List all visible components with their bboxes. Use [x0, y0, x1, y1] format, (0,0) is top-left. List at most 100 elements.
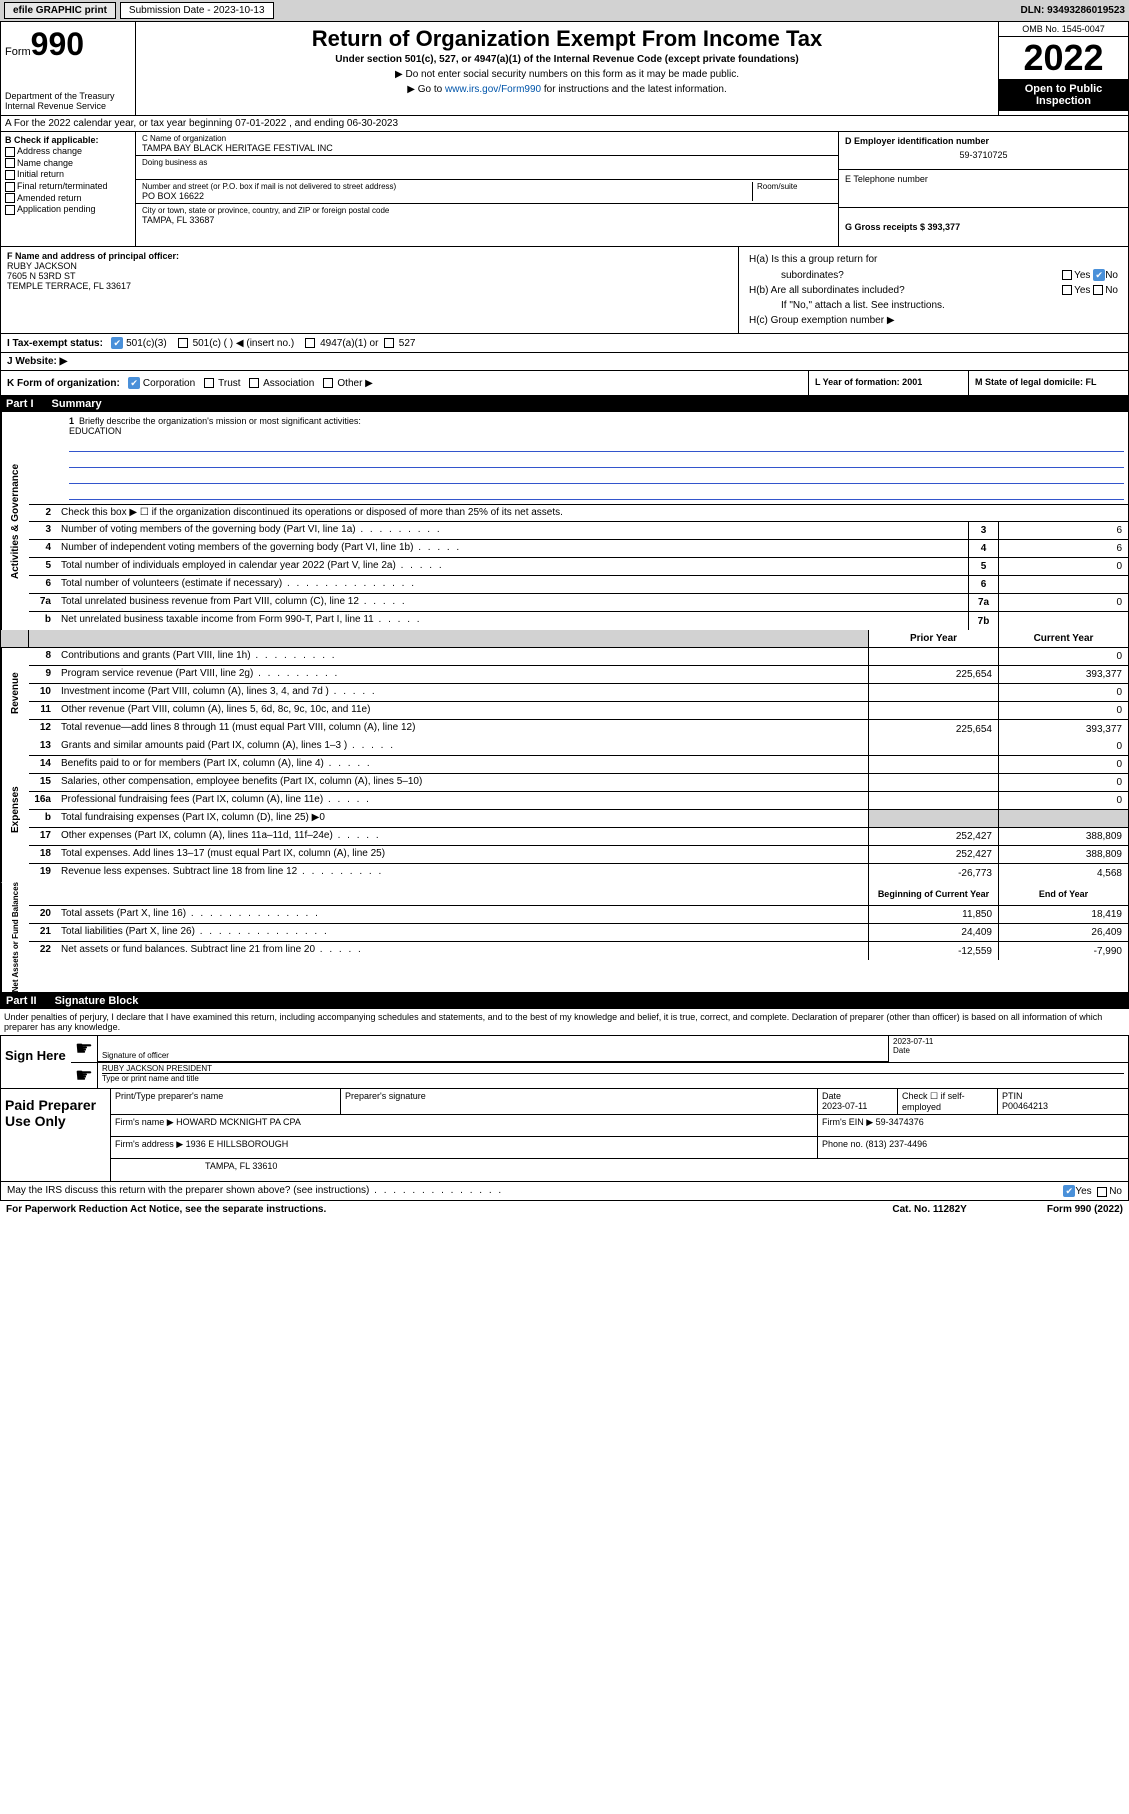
cb-initial-return[interactable]: [5, 170, 15, 180]
officer-name-title: RUBY JACKSON PRESIDENT: [102, 1064, 1124, 1073]
officer-addr2: TEMPLE TERRACE, FL 33617: [7, 281, 732, 291]
footer-mid: Cat. No. 11282Y: [892, 1204, 966, 1215]
line22: Net assets or fund balances. Subtract li…: [57, 942, 868, 960]
cb-4947[interactable]: [305, 338, 315, 348]
line17: Other expenses (Part IX, column (A), lin…: [57, 828, 868, 845]
line7b: Net unrelated business taxable income fr…: [57, 612, 968, 630]
ha-yes[interactable]: [1062, 270, 1072, 280]
line7b-val: [998, 612, 1128, 630]
prep-sig-label: Preparer's signature: [341, 1089, 818, 1114]
date-label: Date: [893, 1046, 1124, 1055]
line18: Total expenses. Add lines 13–17 (must eq…: [57, 846, 868, 863]
cb-may-no[interactable]: [1097, 1187, 1107, 1197]
line2: Check this box ▶ ☐ if the organization d…: [57, 505, 1128, 521]
cb-address-change[interactable]: [5, 147, 15, 157]
sign-here-block: Sign Here ☛ Signature of officer 2023-07…: [0, 1035, 1129, 1089]
cb-amended[interactable]: [5, 193, 15, 203]
side-net-assets: Net Assets or Fund Balances: [1, 882, 29, 992]
line3: Number of voting members of the governin…: [57, 522, 968, 539]
form-title: Return of Organization Exempt From Incom…: [140, 26, 994, 52]
header-right: OMB No. 1545-0047 2022 Open to Public In…: [998, 22, 1128, 115]
year-formation: L Year of formation: 2001: [808, 371, 968, 395]
cb-may-yes-checked[interactable]: ✔: [1063, 1185, 1075, 1197]
form-number: 990: [31, 26, 84, 62]
line19: Revenue less expenses. Subtract line 18 …: [57, 864, 868, 882]
officer-addr1: 7605 N 53RD ST: [7, 271, 732, 281]
col-current-year: Current Year: [998, 630, 1128, 647]
line14: Benefits paid to or for members (Part IX…: [57, 756, 868, 773]
sign-here-label: Sign Here: [1, 1036, 71, 1088]
paid-preparer-block: Paid Preparer Use Only Print/Type prepar…: [0, 1089, 1129, 1182]
ha-no-checked[interactable]: ✔: [1093, 269, 1105, 281]
addr-label: Number and street (or P.O. box if mail i…: [142, 182, 752, 191]
line8: Contributions and grants (Part VIII, lin…: [57, 648, 868, 665]
col-prior-year: Prior Year: [868, 630, 998, 647]
state-domicile: M State of legal domicile: FL: [968, 371, 1128, 395]
open-inspection: Open to Public Inspection: [999, 79, 1128, 111]
line6: Total number of volunteers (estimate if …: [57, 576, 968, 593]
line3-val: 6: [998, 522, 1128, 539]
summary-table: Activities & Governance 1 Briefly descri…: [0, 412, 1129, 993]
submission-date: Submission Date - 2023-10-13: [120, 2, 274, 19]
pointer-icon: ☛: [71, 1063, 97, 1088]
paid-preparer-label: Paid Preparer Use Only: [1, 1089, 111, 1181]
line5: Total number of individuals employed in …: [57, 558, 968, 575]
line15: Salaries, other compensation, employee b…: [57, 774, 868, 791]
cb-application-pending[interactable]: [5, 205, 15, 215]
footer-right: Form 990 (2022): [1047, 1204, 1123, 1215]
sig-intro: Under penalties of perjury, I declare th…: [0, 1009, 1129, 1035]
cb-final-return[interactable]: [5, 182, 15, 192]
col-d-e-g: D Employer identification number 59-3710…: [838, 132, 1128, 246]
omb-number: OMB No. 1545-0047: [999, 22, 1128, 37]
line20: Total assets (Part X, line 16): [57, 906, 868, 923]
line7a: Total unrelated business revenue from Pa…: [57, 594, 968, 611]
line10: Investment income (Part VIII, column (A)…: [57, 684, 868, 701]
form-note2: ▶ Go to www.irs.gov/Form990 for instruct…: [140, 84, 994, 95]
line5-val: 0: [998, 558, 1128, 575]
line9: Program service revenue (Part VIII, line…: [57, 666, 868, 683]
irs-link[interactable]: www.irs.gov/Form990: [445, 84, 541, 95]
hb-no[interactable]: [1093, 285, 1103, 295]
ein-value: 59-3710725: [845, 150, 1122, 160]
check-self-employed: Check ☐ if self-employed: [898, 1089, 998, 1114]
row-i-tax-status: I Tax-exempt status: ✔ 501(c)(3) 501(c) …: [0, 334, 1129, 353]
cb-corp-checked[interactable]: ✔: [128, 377, 140, 389]
dba-label: Doing business as: [142, 158, 832, 167]
line4: Number of independent voting members of …: [57, 540, 968, 557]
box-f-officer: F Name and address of principal officer:…: [1, 247, 738, 333]
room-label: Room/suite: [752, 182, 832, 201]
cb-assoc[interactable]: [249, 378, 259, 388]
cb-name-change[interactable]: [5, 158, 15, 168]
box-b-checkboxes: B Check if applicable: Address change Na…: [1, 132, 136, 246]
firm-phone: (813) 237-4496: [866, 1139, 928, 1149]
part1-header: Part ISummary: [0, 396, 1129, 412]
pointer-icon: ☛: [71, 1036, 97, 1062]
org-address: PO BOX 16622: [142, 191, 752, 201]
dln-label: DLN: 93493286019523: [1020, 5, 1125, 16]
col-eoy: End of Year: [998, 882, 1128, 905]
firm-addr2: TAMPA, FL 33610: [111, 1159, 1128, 1181]
sig-date: 2023-07-11: [893, 1037, 1124, 1046]
line13: Grants and similar amounts paid (Part IX…: [57, 738, 868, 755]
cb-501c[interactable]: [178, 338, 188, 348]
officer-name: RUBY JACKSON: [7, 261, 732, 271]
row-k-form-org: K Form of organization: ✔ Corporation Tr…: [0, 371, 1129, 396]
section-b-through-g: B Check if applicable: Address change Na…: [0, 132, 1129, 247]
prep-name-label: Print/Type preparer's name: [111, 1089, 341, 1114]
page-footer: For Paperwork Reduction Act Notice, see …: [0, 1201, 1129, 1218]
line11: Other revenue (Part VIII, column (A), li…: [57, 702, 868, 719]
footer-left: For Paperwork Reduction Act Notice, see …: [6, 1204, 326, 1215]
cb-trust[interactable]: [204, 378, 214, 388]
firm-addr1: 1936 E HILLSBOROUGH: [186, 1139, 289, 1149]
col-boy: Beginning of Current Year: [868, 882, 998, 905]
side-activities-governance: Activities & Governance: [1, 412, 29, 630]
org-name: TAMPA BAY BLACK HERITAGE FESTIVAL INC: [142, 143, 832, 153]
line1-mission: 1 Briefly describe the organization's mi…: [29, 412, 1128, 504]
cb-other[interactable]: [323, 378, 333, 388]
form-subtitle: Under section 501(c), 527, or 4947(a)(1)…: [140, 54, 994, 65]
cb-501c3-checked[interactable]: ✔: [111, 337, 123, 349]
line12: Total revenue—add lines 8 through 11 (mu…: [57, 720, 868, 738]
cb-527[interactable]: [384, 338, 394, 348]
efile-print-button[interactable]: efile GRAPHIC print: [4, 2, 116, 19]
hb-yes[interactable]: [1062, 285, 1072, 295]
